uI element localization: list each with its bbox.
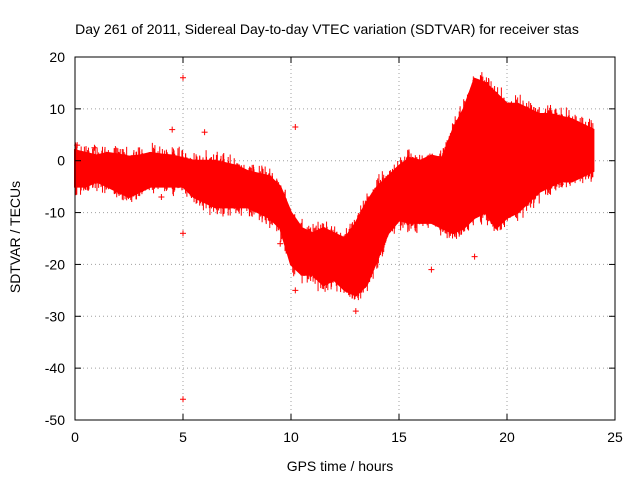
y-tick-label: -30 [45, 308, 65, 324]
ticks-layer [74, 56, 616, 421]
x-tick-label: 25 [607, 429, 623, 445]
x-axis-label: GPS time / hours [287, 458, 394, 474]
y-tick-label: -20 [45, 256, 65, 272]
series-layer [74, 72, 595, 403]
outlier-point [428, 266, 435, 273]
y-tick-label: -40 [45, 360, 65, 376]
outlier-point [169, 126, 176, 133]
outlier-point [277, 240, 284, 247]
y-tick-label: -50 [45, 412, 65, 428]
outlier-point [352, 308, 359, 315]
x-tick-label: 5 [179, 429, 187, 445]
outlier-point [180, 74, 186, 81]
y-tick-label: 0 [57, 153, 65, 169]
x-tick-label: 10 [283, 429, 299, 445]
axes-layer [74, 56, 616, 421]
y-axis-label: SDTVAR / TECUs [7, 181, 23, 293]
outlier-point [292, 287, 299, 294]
outlier-point [292, 124, 299, 131]
x-tick-label: 0 [71, 429, 79, 445]
x-tick-label: 15 [391, 429, 407, 445]
outlier-point [558, 181, 564, 188]
x-tick-label: 20 [499, 429, 515, 445]
y-tick-label: 20 [49, 49, 65, 65]
outlier-point [471, 253, 478, 260]
chart-title: Day 261 of 2011, Sidereal Day-to-day VTE… [75, 21, 579, 37]
outlier-point [180, 396, 186, 403]
outlier-point [158, 194, 165, 201]
y-tick-label: -10 [45, 205, 65, 221]
labels-layer: 0 5 10 15 20 25 -50 -40 -30 -20 -10 0 10 20 [45, 49, 623, 445]
outlier-point [180, 230, 186, 237]
plot-frame [74, 56, 616, 421]
y-tick-label: 10 [49, 101, 65, 117]
outlier-point [91, 144, 98, 151]
outlier-point [201, 129, 208, 136]
